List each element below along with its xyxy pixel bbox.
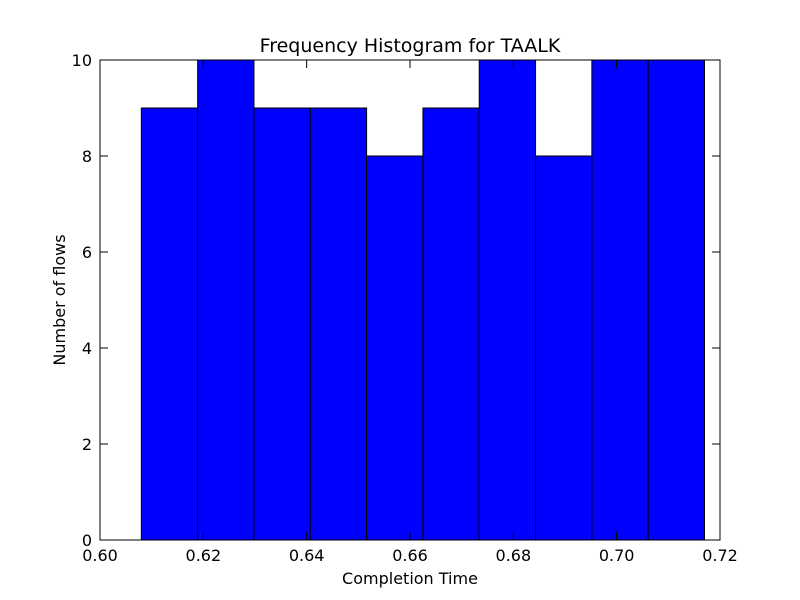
histogram-bar-6 [478,59,537,541]
histogram-bar-5 [422,107,480,541]
bars-group [140,59,706,541]
y-tick-label-5: 10 [72,51,92,70]
histogram-bar-7 [535,155,593,541]
histogram-bar-8 [591,59,649,541]
y-tick-label-0: 0 [82,531,92,550]
x-axis-label: Completion Time [342,569,478,588]
x-tick-label-5: 0.70 [599,546,635,565]
histogram-bar-4 [366,155,424,541]
y-tick-label-3: 6 [82,243,92,262]
histogram-bar-9 [647,59,706,541]
x-tick-label-1: 0.62 [186,546,222,565]
y-axis-label: Number of flows [50,234,69,365]
x-tick-label-6: 0.72 [702,546,738,565]
x-tick-label-2: 0.64 [289,546,325,565]
histogram-bar-3 [309,107,368,541]
y-tick-label-2: 4 [82,339,92,358]
chart-title: Frequency Histogram for TAALK [260,35,561,57]
y-tick-label-1: 2 [82,435,92,454]
histogram-bar-1 [197,59,255,541]
histogram-bar-2 [253,107,311,541]
histogram-bar-0 [140,107,199,541]
x-tick-label-3: 0.66 [392,546,428,565]
x-tick-label-4: 0.68 [496,546,532,565]
y-tick-label-4: 8 [82,147,92,166]
ticks-group: 0.60 0.62 0.64 0.66 0.68 0.70 0.72 0 2 4 6 8 10 [72,51,738,565]
x-tick-label-0: 0.60 [82,546,118,565]
